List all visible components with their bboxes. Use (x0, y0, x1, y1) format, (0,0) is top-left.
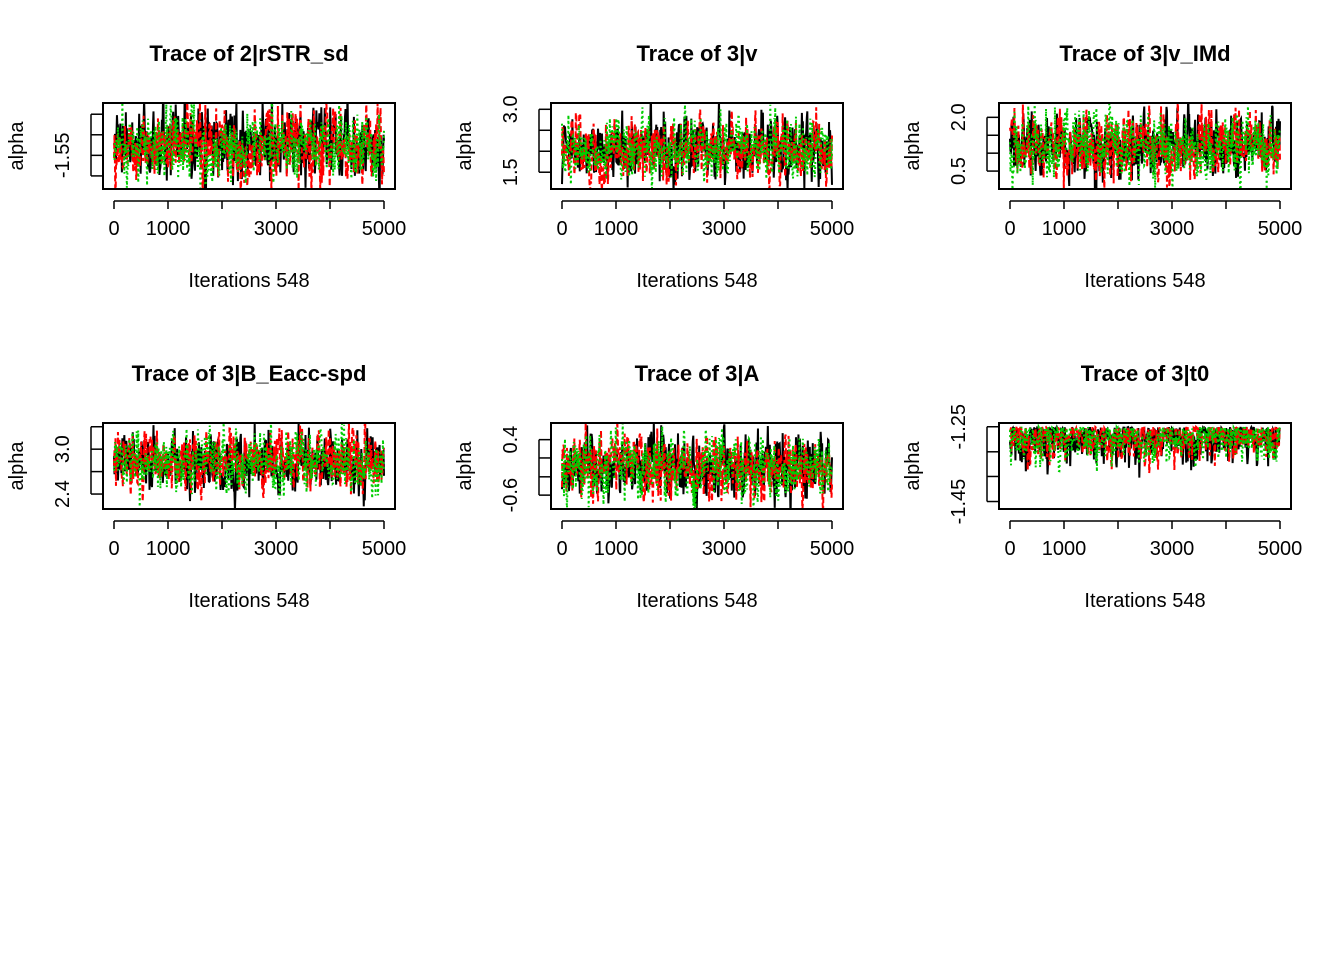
x-axis-title: Iterations 548 (636, 270, 757, 292)
trace-panel: Trace of 3|B_Eacc-spd 0 1000 3000 5000 Iterat… (6, 361, 406, 612)
y-tick-label: 2.4 (52, 480, 74, 508)
y-axis: 0.5 2.0 (948, 103, 999, 185)
y-tick-label: 3.0 (52, 435, 74, 463)
x-tick-label: 5000 (810, 218, 855, 240)
series-line (113, 103, 385, 189)
x-tick-label: 1000 (1042, 218, 1087, 240)
y-tick-label: 1.5 (500, 158, 522, 186)
trace-panel: Trace of 3|A 0 1000 3000 5000 Iterations 548 -… (454, 361, 854, 612)
panel-title: Trace of 3|v (636, 41, 758, 66)
x-tick-label: 5000 (1258, 538, 1303, 560)
y-tick-label: 3.0 (500, 95, 522, 123)
series-line (561, 423, 833, 509)
x-axis-title: Iterations 548 (636, 590, 757, 612)
x-axis-title: Iterations 548 (1084, 590, 1205, 612)
y-axis: -0.6 0.4 (500, 426, 551, 512)
series-line (1009, 423, 1281, 473)
panel-title: Trace of 3|t0 (1081, 361, 1209, 386)
y-axis: -1.45 -1.25 (948, 404, 999, 524)
y-tick-label: -1.25 (948, 404, 970, 450)
y-axis-title: alpha (6, 121, 28, 171)
y-axis: 2.4 3.0 (52, 425, 103, 508)
x-tick-label: 3000 (1150, 538, 1195, 560)
y-axis-title: alpha (902, 121, 924, 171)
series-line (561, 104, 833, 189)
panel-title: Trace of 3|A (635, 361, 760, 386)
y-tick-label: -1.55 (52, 133, 74, 179)
series-line (561, 103, 833, 189)
x-tick-label: 3000 (254, 538, 299, 560)
x-tick-label: 1000 (594, 218, 639, 240)
x-tick-label: 1000 (1042, 538, 1087, 560)
y-axis-title: alpha (454, 121, 476, 171)
y-axis: -1.55 (52, 113, 103, 179)
x-tick-label: 1000 (594, 538, 639, 560)
y-axis-title: alpha (902, 441, 924, 491)
x-axis-title: Iterations 548 (1084, 270, 1205, 292)
x-axis: 0 1000 3000 5000 (108, 520, 407, 560)
x-axis: 0 1000 3000 5000 (108, 200, 407, 240)
panel-title: Trace of 3|v_IMd (1059, 41, 1230, 66)
trace-panel: Trace of 3|v 0 1000 3000 5000 Iterations 548 1… (454, 41, 854, 292)
x-tick-label: 1000 (146, 218, 191, 240)
y-axis-title: alpha (454, 441, 476, 491)
x-tick-label: 3000 (1150, 218, 1195, 240)
trace-panel: Trace of 3|v_IMd 0 1000 3000 5000 Iterations … (902, 41, 1302, 292)
plot-box (998, 102, 1292, 190)
x-tick-label: 0 (556, 538, 567, 560)
y-tick-label: 2.0 (948, 103, 970, 131)
plot-box (550, 422, 844, 510)
x-tick-label: 0 (1004, 218, 1015, 240)
x-tick-label: 0 (556, 218, 567, 240)
plot-box (102, 422, 396, 510)
series-line (113, 423, 385, 507)
y-tick-label: 0.5 (948, 157, 970, 185)
x-tick-label: 0 (108, 538, 119, 560)
y-tick-label: -1.45 (948, 479, 970, 525)
x-tick-label: 3000 (702, 218, 747, 240)
x-axis: 0 1000 3000 5000 (1004, 520, 1303, 560)
x-tick-label: 5000 (362, 538, 407, 560)
x-tick-label: 5000 (1258, 218, 1303, 240)
panel-title: Trace of 3|B_Eacc-spd (132, 361, 367, 386)
x-tick-label: 0 (1004, 538, 1015, 560)
trace-panel: Trace of 3|t0 0 1000 3000 5000 Iterations 548… (902, 361, 1302, 612)
x-axis: 0 1000 3000 5000 (1004, 200, 1303, 240)
x-tick-label: 5000 (810, 538, 855, 560)
x-tick-label: 0 (108, 218, 119, 240)
x-tick-label: 1000 (146, 538, 191, 560)
y-axis-title: alpha (6, 441, 28, 491)
panel-title: Trace of 2|rSTR_sd (149, 41, 348, 66)
plot-box (550, 102, 844, 190)
y-tick-label: -0.6 (500, 478, 522, 512)
x-axis: 0 1000 3000 5000 (556, 520, 855, 560)
x-tick-label: 3000 (254, 218, 299, 240)
plot-box (998, 422, 1292, 510)
x-axis-title: Iterations 548 (188, 590, 309, 612)
x-axis: 0 1000 3000 5000 (556, 200, 855, 240)
trace-panel: Trace of 2|rSTR_sd 0 1000 3000 5000 Iteration… (6, 41, 406, 292)
plot-box (102, 102, 396, 190)
series-line (1009, 103, 1281, 189)
x-axis-title: Iterations 548 (188, 270, 309, 292)
x-tick-label: 3000 (702, 538, 747, 560)
y-axis: 1.5 3.0 (500, 95, 551, 186)
x-tick-label: 5000 (362, 218, 407, 240)
y-tick-label: 0.4 (500, 426, 522, 454)
